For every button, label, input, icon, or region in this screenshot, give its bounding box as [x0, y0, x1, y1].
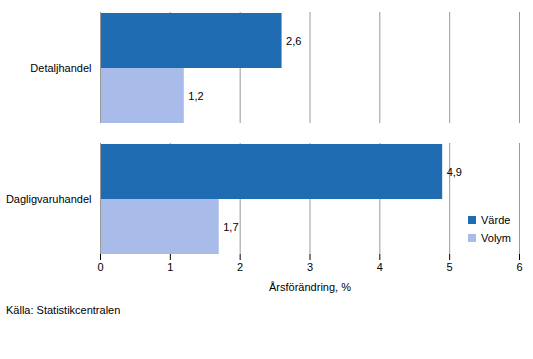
svg-text:5: 5: [447, 261, 453, 273]
svg-text:6: 6: [516, 261, 522, 273]
svg-text:Dagligvaruhandel: Dagligvaruhandel: [6, 193, 92, 205]
svg-text:2,6: 2,6: [286, 35, 301, 47]
svg-text:1,2: 1,2: [188, 90, 203, 102]
html-text:Värde: Värde: [481, 214, 511, 226]
svg-text:4,9: 4,9: [447, 166, 462, 178]
svg-text:3: 3: [307, 261, 313, 273]
html-text:Källa: Statistikcentralen: Källa: Statistikcentralen: [6, 304, 121, 316]
html-text:Volym: Volym: [481, 232, 511, 244]
svg-text:0: 0: [97, 261, 103, 273]
svg-text:Årsförändring, %: Årsförändring, %: [269, 281, 351, 293]
svg-text:Detaljhandel: Detaljhandel: [30, 62, 91, 74]
svg-text:2: 2: [237, 261, 243, 273]
svg-text:4: 4: [377, 261, 383, 273]
svg-text:1,7: 1,7: [223, 221, 238, 233]
svg-text:1: 1: [167, 261, 173, 273]
